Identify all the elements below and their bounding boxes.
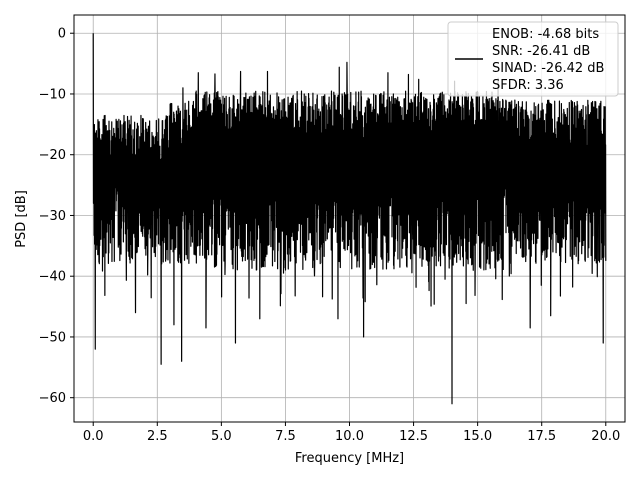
plot-area bbox=[92, 33, 607, 405]
legend-enob: ENOB: -4.68 bits bbox=[492, 27, 599, 42]
y-tick-label: −60 bbox=[39, 391, 66, 406]
y-tick-label: −30 bbox=[39, 209, 66, 224]
y-tick-label: −20 bbox=[39, 148, 66, 163]
x-tick-label: 10.0 bbox=[335, 429, 364, 444]
psd-trace bbox=[92, 33, 607, 405]
y-tick-label: −50 bbox=[39, 330, 66, 345]
x-tick-label: 0.0 bbox=[83, 429, 104, 444]
y-tick-label: −10 bbox=[39, 87, 66, 102]
legend-snr: SNR: -26.41 dB bbox=[492, 44, 590, 59]
x-tick-label: 20.0 bbox=[591, 429, 620, 444]
x-tick-label: 2.5 bbox=[147, 429, 168, 444]
axis-ticks: 0.0 2.5 5.0 7.5 10.0 12.5 15.0 17.5 20.0 0 −10 −20 −… bbox=[39, 27, 621, 444]
x-tick-label: 17.5 bbox=[527, 429, 556, 444]
legend-sinad: SINAD: -26.42 dB bbox=[492, 61, 604, 76]
x-tick-label: 15.0 bbox=[463, 429, 492, 444]
x-tick-label: 5.0 bbox=[211, 429, 232, 444]
legend: ENOB: -4.68 bits SNR: -26.41 dB SINAD: -… bbox=[447, 21, 619, 97]
legend-sfdr: SFDR: 3.36 bbox=[492, 78, 564, 93]
y-axis-label: PSD [dB] bbox=[14, 190, 29, 248]
x-axis-label: Frequency [MHz] bbox=[295, 451, 404, 466]
axes-frame bbox=[73, 14, 626, 423]
y-tick-label: −40 bbox=[39, 270, 66, 285]
legend-box bbox=[447, 21, 619, 97]
x-tick-label: 12.5 bbox=[399, 429, 428, 444]
x-tick-label: 7.5 bbox=[275, 429, 296, 444]
y-tick-label: 0 bbox=[58, 27, 66, 42]
